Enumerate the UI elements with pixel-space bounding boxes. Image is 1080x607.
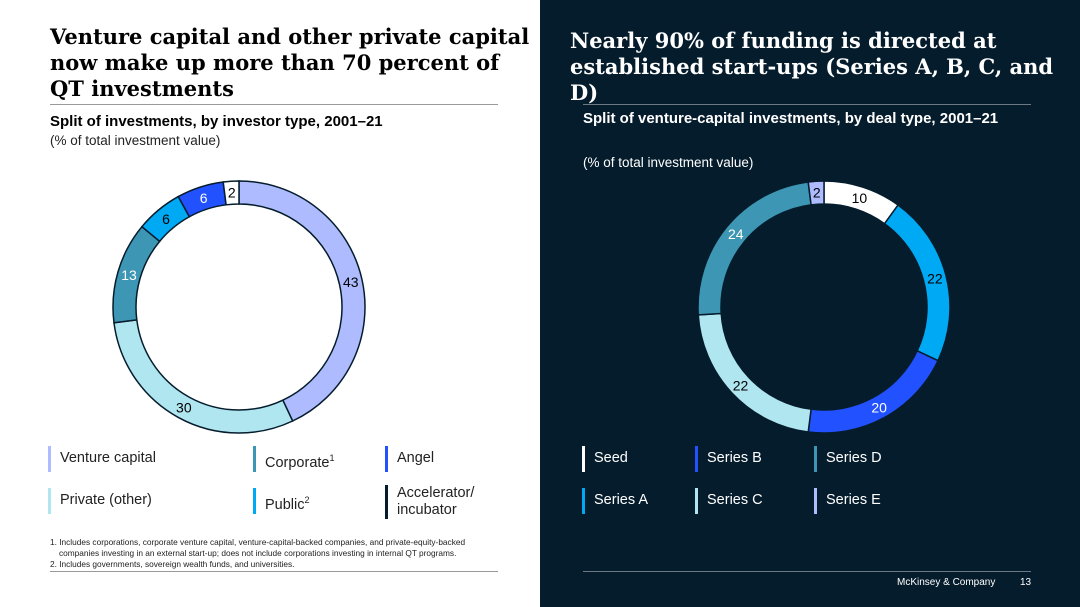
donut-label-public: 6 bbox=[162, 211, 170, 227]
footnotes: 1. Includes corporations, corporate vent… bbox=[50, 537, 510, 570]
legend-swatch bbox=[385, 485, 388, 519]
legend-label: Angel bbox=[397, 450, 435, 466]
footer-company: McKinsey & Company bbox=[897, 577, 996, 588]
legend-item-series-b: Series B bbox=[695, 446, 762, 472]
page-number: 13 bbox=[1020, 577, 1032, 588]
legend-swatch bbox=[253, 488, 256, 514]
legend-item-seed: Seed bbox=[582, 446, 628, 472]
legend-label: Series C bbox=[707, 492, 763, 508]
right-chart-subtitle: Split of venture-capital investments, by… bbox=[583, 110, 999, 127]
legend-label: Series B bbox=[707, 450, 762, 466]
legend-item-series-e: Series E bbox=[814, 488, 881, 514]
right-headline-divider bbox=[583, 104, 1031, 105]
donut-label-series-c: 22 bbox=[733, 377, 749, 393]
legend-label: Seed bbox=[594, 450, 628, 466]
legend-swatch bbox=[385, 446, 388, 472]
left-panel: Venture capital and other private capita… bbox=[48, 24, 530, 572]
donut-segment-accelerator-incubator bbox=[222, 180, 240, 206]
legend-item-private-other: Private (other) bbox=[48, 488, 152, 514]
donut-label-series-e: 2 bbox=[813, 185, 821, 201]
legend-item-public: Public2 bbox=[253, 488, 310, 514]
legend-item-angel: Angel bbox=[385, 446, 434, 472]
legend-label: Series A bbox=[594, 492, 648, 508]
legend-swatch bbox=[582, 446, 585, 472]
left-headline: Venture capital and other private capita… bbox=[50, 24, 530, 101]
legend-item-corporate: Corporate1 bbox=[253, 446, 335, 472]
donut-label-venture-capital: 43 bbox=[343, 274, 359, 290]
footnote-1-continued: companies investing in an external start… bbox=[59, 548, 457, 558]
legend-label-text: Public bbox=[265, 496, 305, 513]
donut-label-angel: 6 bbox=[200, 190, 208, 206]
left-chart-subtitle: Split of investments, by investor type, … bbox=[50, 113, 383, 130]
legend-swatch bbox=[253, 446, 256, 472]
legend-item-series-c: Series C bbox=[695, 488, 763, 514]
legend-label: Series D bbox=[826, 450, 882, 466]
legend-swatch bbox=[814, 446, 817, 472]
left-chart-unit: (% of total investment value) bbox=[50, 133, 221, 148]
deal-type-donut-chart: 10 22 20 22 24 2 bbox=[697, 180, 951, 434]
donut-label-private-other: 30 bbox=[176, 399, 192, 415]
donut-segment-series-e bbox=[807, 180, 825, 206]
legend-swatch bbox=[582, 488, 585, 514]
legend-swatch bbox=[48, 488, 51, 514]
footer-divider bbox=[583, 571, 1031, 572]
donut-label-accelerator-incubator: 2 bbox=[228, 185, 236, 201]
footnote-divider bbox=[50, 571, 498, 572]
legend-label: Series E bbox=[826, 492, 881, 508]
legend-swatch bbox=[814, 488, 817, 514]
legend-label: Venture capital bbox=[60, 450, 156, 466]
legend-label: Accelerator/ incubator bbox=[397, 485, 475, 518]
legend-item-series-a: Series A bbox=[582, 488, 648, 514]
right-chart-unit: (% of total investment value) bbox=[583, 155, 754, 170]
legend-item-accelerator-incubator: Accelerator/ incubator bbox=[385, 485, 493, 519]
legend-item-venture-capital: Venture capital bbox=[48, 446, 156, 472]
donut-segment-series-c bbox=[697, 312, 812, 433]
footnote-2: 2. Includes governments, sovereign wealt… bbox=[50, 559, 295, 569]
donut-label-corporate: 13 bbox=[121, 267, 137, 283]
legend-label: Private (other) bbox=[60, 492, 152, 508]
investor-type-donut-chart: 43 30 13 6 6 2 bbox=[112, 180, 366, 434]
footnote-marker: 1 bbox=[329, 453, 335, 463]
donut-segment-series-d bbox=[697, 181, 812, 316]
legend-label-text: Corporate bbox=[265, 454, 330, 471]
footnote-1: 1. Includes corporations, corporate vent… bbox=[50, 537, 466, 547]
legend-swatch bbox=[48, 446, 51, 472]
right-panel: Nearly 90% of funding is directed at est… bbox=[540, 0, 1080, 607]
legend-swatch bbox=[695, 488, 698, 514]
donut-label-series-d: 24 bbox=[728, 226, 744, 242]
donut-label-series-b: 20 bbox=[871, 399, 887, 415]
left-headline-divider bbox=[50, 104, 498, 105]
legend-label: Public2 bbox=[265, 488, 310, 514]
footnote-marker: 2 bbox=[304, 495, 310, 505]
donut-label-series-a: 22 bbox=[927, 271, 943, 287]
legend-swatch bbox=[695, 446, 698, 472]
legend-item-series-d: Series D bbox=[814, 446, 882, 472]
donut-segment-private-other bbox=[113, 319, 294, 434]
legend-label: Corporate1 bbox=[265, 446, 335, 472]
donut-label-seed: 10 bbox=[852, 190, 868, 206]
donut-segment-venture-capital bbox=[238, 180, 366, 423]
donut-segment-series-b bbox=[807, 349, 940, 434]
right-headline: Nearly 90% of funding is directed at est… bbox=[570, 28, 1054, 105]
